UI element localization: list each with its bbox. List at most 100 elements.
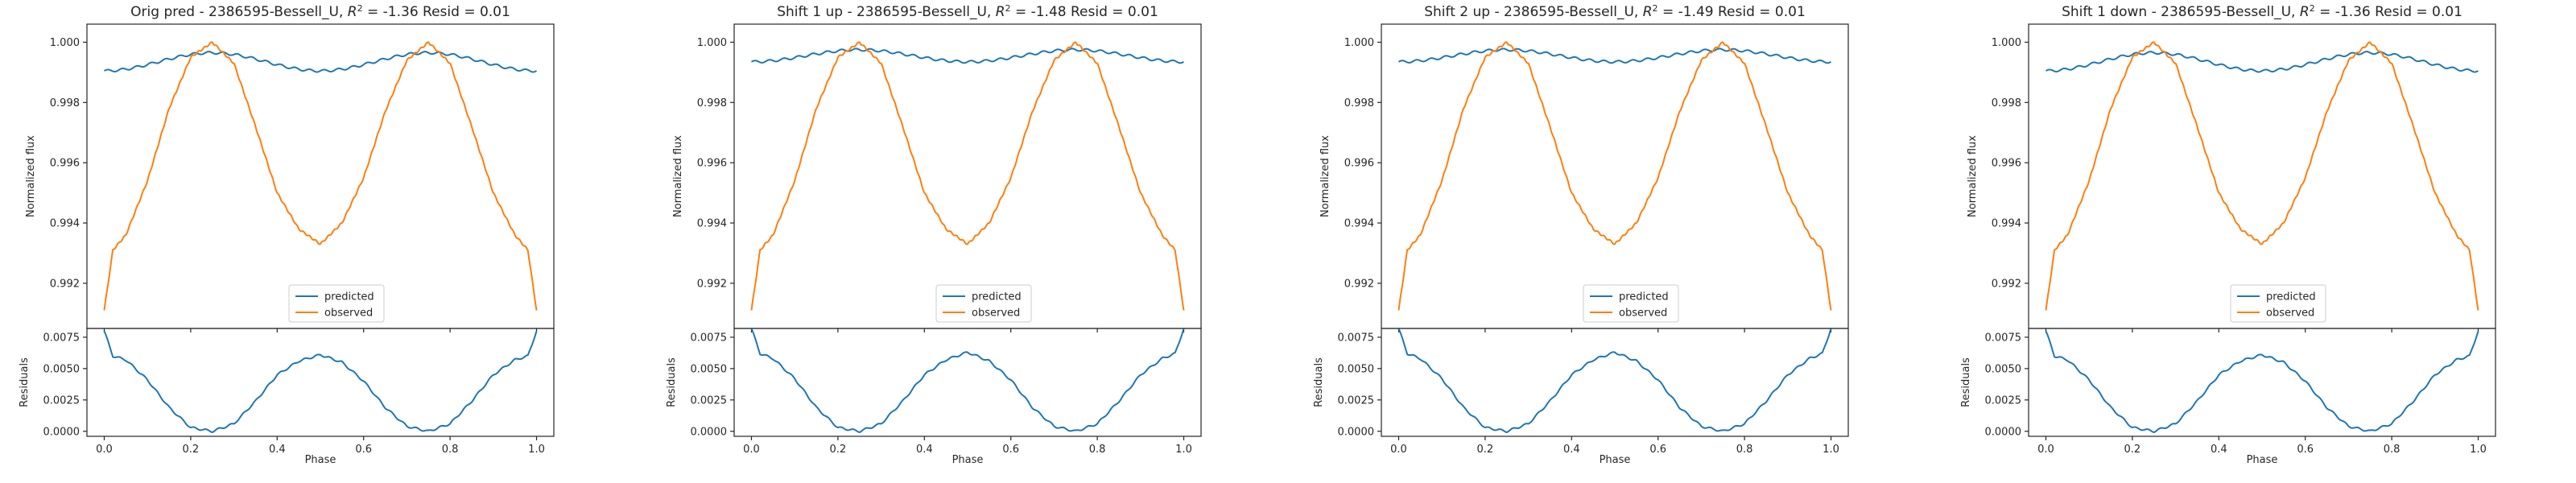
residual-axes: 0.0000 0.0025 0.0050 0.0075 0.0 0.2 0.4 0.6 0.8 1…	[1960, 328, 2496, 466]
xlabel: Phase	[2247, 454, 2278, 466]
flux-ytick-label: 0.998	[1992, 97, 2021, 109]
panel-3: Shift 2 up - 2386595-Bessell_U, R2 = -1.…	[1313, 3, 1849, 466]
flux-ytick-label: 0.996	[1344, 158, 1374, 170]
legend-label-predicted: predicted	[324, 291, 374, 303]
residual-line	[750, 328, 1185, 434]
residual-axes-frame	[2028, 328, 2496, 437]
title-r: R	[348, 4, 357, 20]
title-sup: 2	[2310, 3, 2315, 14]
xlabel: Phase	[952, 454, 984, 466]
residual-ytick-label: 0.0025	[43, 394, 80, 407]
residual-axes: 0.0000 0.0025 0.0050 0.0075 0.0 0.2 0.4 0.6 0.8 1…	[666, 328, 1202, 466]
flux-axes: 0.992 0.994 0.996 0.998 1.000 Normalized flux…	[1319, 23, 1849, 332]
residual-ylabel: Residuals	[1960, 357, 1972, 407]
residual-ytick-label: 0.0075	[43, 332, 80, 344]
residual-xtick-label: 0.8	[1736, 444, 1753, 456]
legend-label-predicted: predicted	[972, 291, 1022, 303]
residual-xtick-label: 0.0	[1390, 444, 1407, 456]
residual-xtick-label: 0.6	[1649, 444, 1666, 456]
panel-1: Orig pred - 2386595-Bessell_U, R2 = -1.3…	[19, 3, 555, 466]
xlabel: Phase	[1600, 454, 1631, 466]
observed-line	[750, 41, 1185, 311]
residual-xtick-label: 0.8	[442, 444, 459, 456]
residual-xtick-label: 0.2	[830, 444, 847, 456]
flux-axes-frame	[86, 23, 555, 329]
flux-axes: 0.992 0.994 0.996 0.998 1.000 Normalized flux…	[672, 23, 1202, 332]
residual-ytick-label: 0.0075	[1338, 332, 1375, 344]
legend-label-observed: observed	[1619, 308, 1667, 320]
residual-axes-frame	[733, 328, 1202, 437]
residual-line	[1397, 328, 1832, 434]
predicted-line	[2046, 51, 2479, 73]
legend: predicted observed	[288, 284, 385, 323]
residual-xtick-label: 1.0	[2470, 444, 2487, 456]
panel-title: Shift 2 up - 2386595-Bessell_U, R2 = -1.…	[1424, 3, 1806, 21]
residual-xtick-label: 0.2	[2124, 444, 2141, 456]
residual-xtick-label: 0.4	[2211, 444, 2227, 456]
title-r: R	[2300, 4, 2310, 20]
observed-line	[2045, 41, 2479, 311]
residual-ytick-label: 0.0000	[691, 426, 728, 438]
residual-ytick-label: 0.0025	[1985, 394, 2022, 407]
title-prefix: Shift 2 up - 2386595-Bessell_U,	[1424, 4, 1643, 20]
xlabel: Phase	[305, 454, 336, 466]
panels: Orig pred - 2386595-Bessell_U, R2 = -1.3…	[19, 3, 2496, 466]
residual-ytick-label: 0.0000	[43, 426, 80, 438]
legend-label-predicted: predicted	[1619, 291, 1669, 303]
flux-ytick-label: 0.994	[697, 218, 727, 230]
residual-ytick-label: 0.0050	[1985, 363, 2022, 375]
predicted-line	[1398, 47, 1831, 64]
legend-label-observed: observed	[972, 308, 1020, 320]
residual-xtick-label: 0.8	[1089, 444, 1106, 456]
residual-xtick-label: 0.0	[2037, 444, 2054, 456]
flux-ytick-label: 1.000	[697, 37, 727, 49]
predicted-line	[751, 47, 1184, 64]
panel-4: Shift 1 down - 2386595-Bessell_U, R2 = -…	[1960, 3, 2496, 466]
residual-ytick-label: 0.0050	[691, 363, 728, 375]
residual-axes-frame	[86, 328, 555, 437]
predicted-line	[104, 51, 537, 73]
residual-axes-frame	[1381, 328, 1849, 437]
residual-xtick-label: 1.0	[1175, 444, 1192, 456]
flux-axes-frame	[2028, 23, 2496, 329]
title-sup: 2	[357, 3, 363, 14]
legend: predicted observed	[1583, 284, 1679, 323]
panel-title: Shift 1 down - 2386595-Bessell_U, R2 = -…	[2062, 3, 2462, 21]
residual-ytick-label: 0.0000	[1985, 426, 2022, 438]
legend: predicted observed	[935, 284, 1032, 323]
flux-ylabel: Normalized flux	[1319, 135, 1331, 217]
title-r: R	[996, 4, 1005, 20]
residual-xtick-label: 0.4	[916, 444, 933, 456]
title-prefix: Orig pred - 2386595-Bessell_U,	[130, 4, 348, 20]
residual-xtick-label: 0.6	[2297, 444, 2314, 456]
title-r: R	[1643, 4, 1653, 20]
residual-xtick-label: 1.0	[528, 444, 545, 456]
residual-line	[103, 330, 538, 434]
legend-label-observed: observed	[324, 308, 373, 320]
observed-line	[1397, 41, 1832, 311]
flux-ytick-label: 0.992	[697, 278, 727, 290]
flux-ytick-label: 0.996	[697, 158, 727, 170]
residual-ylabel: Residuals	[666, 357, 678, 407]
residual-ytick-label: 0.0000	[1338, 426, 1375, 438]
flux-axes: 0.992 0.994 0.996 0.998 1.000 Normalized flux…	[1967, 23, 2496, 332]
residual-xtick-label: 0.4	[269, 444, 286, 456]
residual-ylabel: Residuals	[19, 357, 31, 407]
flux-ylabel: Normalized flux	[672, 135, 684, 217]
flux-ytick-label: 1.000	[1992, 37, 2021, 49]
flux-ytick-label: 1.000	[50, 37, 80, 49]
panel-title: Shift 1 up - 2386595-Bessell_U, R2 = -1.…	[777, 3, 1158, 21]
flux-axes-frame	[1381, 23, 1849, 329]
title-sup: 2	[1653, 3, 1658, 14]
title-suffix: = -1.49 Resid = 0.01	[1658, 4, 1806, 20]
residual-ytick-label: 0.0075	[691, 332, 728, 344]
flux-ytick-label: 0.996	[50, 158, 80, 170]
flux-axes: 0.992 0.994 0.996 0.998 1.000 Normalized flux…	[25, 23, 555, 332]
residual-xtick-label: 0.0	[96, 444, 113, 456]
residual-xtick-label: 0.0	[743, 444, 760, 456]
residual-ylabel: Residuals	[1313, 357, 1325, 407]
residual-axes: 0.0000 0.0025 0.0050 0.0075 0.0 0.2 0.4 0.6 0.8 1…	[19, 328, 555, 466]
flux-ytick-label: 0.998	[697, 97, 727, 109]
residual-ytick-label: 0.0075	[1985, 332, 2022, 344]
